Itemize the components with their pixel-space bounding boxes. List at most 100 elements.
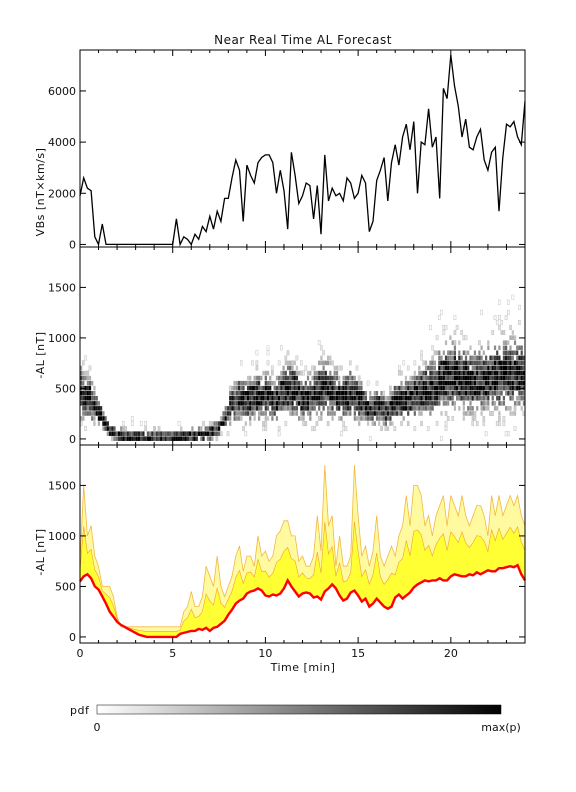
pdf-cell <box>480 380 483 386</box>
pdf-cell <box>313 385 316 391</box>
pdf-cell <box>275 416 279 421</box>
pdf-cell <box>511 370 514 376</box>
pdf-cell <box>271 401 274 406</box>
pdf-cell <box>404 406 408 411</box>
pdf-cell <box>502 355 506 361</box>
pdf-cell <box>406 421 410 427</box>
pdf-cell <box>242 401 245 406</box>
pdf-cell <box>458 406 461 411</box>
pdf-cell <box>258 380 261 386</box>
pdf-cell <box>238 391 241 396</box>
pdf-cell <box>391 421 394 426</box>
pdf-cell <box>355 401 359 406</box>
pdf-cell <box>264 401 267 406</box>
pdf-cell <box>467 406 470 411</box>
pdf-cell <box>126 436 129 441</box>
pdf-cell <box>231 385 234 391</box>
pdf-cell <box>208 421 212 427</box>
pdf-cell <box>302 401 305 406</box>
pdf-cell <box>362 401 365 406</box>
pdf-cell <box>291 380 294 386</box>
pdf-cell <box>280 385 283 391</box>
pdf-cell <box>411 385 414 391</box>
pdf-cell <box>387 416 390 421</box>
pdf-cell <box>380 396 383 401</box>
pdf-cell <box>153 431 156 436</box>
pdf-cell <box>511 350 514 356</box>
pdf-cell <box>460 385 463 391</box>
pdf-cell <box>255 350 259 356</box>
pdf-cell <box>255 396 259 401</box>
pdf-cell <box>84 391 87 396</box>
pdf-cell <box>513 401 517 406</box>
pdf-cell <box>291 360 294 366</box>
pdf-cell <box>473 391 477 396</box>
pdf-cell <box>418 370 421 376</box>
pdf-cell <box>380 416 383 421</box>
pdf-cell <box>520 345 523 351</box>
pdf-cell <box>344 401 348 406</box>
pdf-cell <box>209 436 212 441</box>
pdf-cell <box>255 380 259 386</box>
pdf-cell <box>111 431 114 436</box>
pdf-cell <box>487 401 490 406</box>
pdf-cell <box>337 365 341 371</box>
pdf-cell <box>438 315 441 320</box>
pdf-cell <box>393 406 396 411</box>
pdf-cell <box>164 436 167 441</box>
pdf-cell <box>456 370 459 376</box>
vbs-ytick-label: 2000 <box>48 187 76 200</box>
pdf-cell <box>378 411 381 416</box>
pdf-cell <box>393 426 397 432</box>
pdf-cell <box>495 421 499 427</box>
pdf-cell <box>86 385 89 391</box>
pdf-cell <box>482 421 486 427</box>
pdf-cell <box>280 380 283 386</box>
pdf-cell <box>398 396 401 401</box>
pdf-cell <box>262 421 265 427</box>
pdf-cell <box>340 391 343 396</box>
pdf-cell <box>333 385 336 391</box>
pdf-cell <box>507 380 510 386</box>
pdf-cell <box>251 380 254 386</box>
pdf-cell <box>344 396 348 401</box>
pdf-cell <box>120 431 123 436</box>
pdf-cell <box>487 396 490 401</box>
pdf-cell <box>433 401 437 406</box>
vbs-ytick-label: 4000 <box>48 136 76 149</box>
pdf-cell <box>293 370 296 376</box>
pdf-cell <box>478 380 481 386</box>
pdf-cell <box>282 375 285 381</box>
pdf-cell <box>378 401 381 406</box>
pdf-cell <box>416 396 419 401</box>
pdf-cell <box>369 391 372 396</box>
pdf-cell <box>400 370 403 376</box>
pdf-cell <box>335 375 339 381</box>
pdf-cell <box>340 385 343 391</box>
pdf-cell <box>371 401 374 406</box>
pdf-cell <box>431 360 434 366</box>
pdf-cell <box>362 396 365 401</box>
pdf-cell <box>88 375 92 381</box>
pdf-cell <box>427 375 430 381</box>
pdf-cell <box>84 411 87 416</box>
pdf-cell <box>467 380 470 386</box>
pdf-cell <box>355 416 359 421</box>
pdf-cell <box>487 406 490 411</box>
pdf-cell <box>88 365 92 371</box>
pdf-cell <box>451 340 454 345</box>
pdf-cell <box>467 396 470 401</box>
pdf-cell <box>520 360 523 366</box>
pdf-cell <box>464 360 468 366</box>
pdf-cell <box>387 426 390 431</box>
pdf-cell <box>493 406 497 411</box>
pdf-cell <box>422 396 425 401</box>
pdf-cell <box>516 385 519 391</box>
pdf-cell <box>229 396 232 401</box>
pdf-cell <box>402 416 405 421</box>
pdf-cell <box>86 375 89 381</box>
pdf-cell <box>473 350 477 356</box>
pdf-cell <box>402 391 405 396</box>
pdf-cell <box>175 431 178 436</box>
pdf-cell <box>255 391 259 396</box>
